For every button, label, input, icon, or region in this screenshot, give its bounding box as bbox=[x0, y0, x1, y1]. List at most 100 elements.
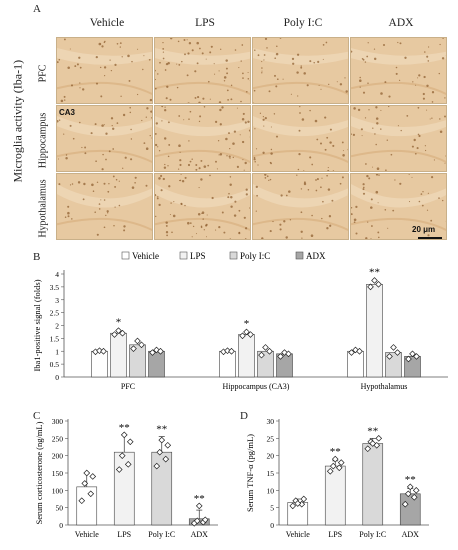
stained-cell bbox=[171, 231, 173, 234]
data-point bbox=[126, 438, 134, 446]
stained-cell bbox=[352, 171, 354, 172]
stained-cell bbox=[421, 204, 424, 207]
stained-cell bbox=[301, 237, 303, 239]
stained-cell bbox=[167, 165, 169, 167]
stained-cell bbox=[321, 217, 323, 220]
stained-cell bbox=[98, 203, 101, 205]
stained-cell bbox=[150, 110, 152, 113]
stained-cell bbox=[355, 232, 358, 235]
data-point bbox=[89, 473, 97, 480]
stained-cell bbox=[411, 176, 413, 178]
stained-cell bbox=[197, 212, 201, 216]
stained-cell bbox=[444, 162, 446, 164]
stained-cell bbox=[408, 174, 410, 175]
stained-cell bbox=[275, 85, 278, 88]
y-tick-label: 2.5 bbox=[50, 309, 60, 318]
stained-cell bbox=[186, 74, 189, 77]
stained-cell bbox=[247, 120, 250, 124]
stained-cell bbox=[341, 176, 344, 179]
stained-cell bbox=[116, 122, 119, 124]
stained-cell bbox=[164, 106, 166, 108]
stained-cell bbox=[397, 125, 399, 127]
stained-cell bbox=[160, 189, 163, 192]
y-tick-label: 15 bbox=[267, 469, 275, 478]
stained-cell bbox=[143, 55, 145, 57]
stained-cell bbox=[344, 77, 346, 79]
stained-cell bbox=[134, 182, 136, 184]
stained-cell bbox=[189, 160, 192, 163]
stained-cell bbox=[247, 71, 249, 74]
stained-cell bbox=[98, 42, 102, 46]
stained-cell bbox=[179, 179, 182, 182]
y-tick-label: 5 bbox=[270, 504, 274, 513]
stained-cell bbox=[170, 38, 173, 40]
tissue-fiber bbox=[155, 149, 250, 164]
stained-cell bbox=[400, 129, 402, 132]
data-point bbox=[300, 495, 308, 503]
bar bbox=[362, 443, 384, 526]
stained-cell bbox=[145, 184, 148, 187]
column-header-vehicle: Vehicle bbox=[89, 17, 125, 29]
stained-cell bbox=[92, 190, 95, 192]
y-tick-label: 100 bbox=[52, 486, 64, 495]
stained-cell bbox=[216, 168, 218, 170]
tissue-fiber bbox=[253, 149, 348, 164]
stained-cell bbox=[152, 175, 153, 177]
stained-cell bbox=[367, 221, 369, 223]
stained-cell bbox=[195, 168, 198, 171]
stained-cell bbox=[366, 55, 369, 58]
stained-cell bbox=[361, 135, 363, 137]
tissue-band bbox=[155, 116, 250, 137]
stained-cell bbox=[388, 106, 390, 108]
stained-cell bbox=[220, 48, 222, 50]
stained-cell bbox=[288, 190, 291, 193]
stained-cell bbox=[347, 148, 348, 151]
stained-cell bbox=[64, 99, 66, 101]
stained-cell bbox=[243, 169, 245, 171]
stained-cell bbox=[119, 46, 121, 48]
stained-cell bbox=[264, 177, 267, 179]
stained-cell bbox=[266, 47, 268, 49]
stained-cell bbox=[236, 107, 238, 109]
stained-cell bbox=[125, 239, 127, 240]
stained-cell bbox=[176, 86, 179, 89]
data-point bbox=[134, 337, 141, 345]
stained-cell bbox=[306, 84, 309, 87]
stained-cell bbox=[263, 59, 265, 61]
stained-cell bbox=[411, 145, 414, 148]
data-point bbox=[156, 448, 164, 456]
stained-cell bbox=[364, 61, 367, 63]
y-tick-label: 30 bbox=[267, 417, 275, 426]
data-point bbox=[115, 327, 122, 334]
stained-cell bbox=[423, 75, 426, 79]
stained-cell bbox=[320, 88, 322, 90]
x-tick-label: LPS bbox=[117, 530, 131, 539]
stained-cell bbox=[413, 138, 416, 142]
data-point bbox=[375, 435, 383, 442]
stained-cell bbox=[367, 82, 369, 84]
stained-cell bbox=[307, 188, 310, 191]
stained-cell bbox=[442, 199, 444, 202]
data-point bbox=[413, 353, 420, 360]
stained-cell bbox=[303, 72, 306, 75]
stained-cell bbox=[238, 67, 240, 69]
stained-cell bbox=[69, 48, 71, 50]
stained-cell bbox=[103, 124, 105, 126]
stained-cell bbox=[91, 183, 94, 187]
data-point bbox=[158, 436, 166, 444]
stained-cell bbox=[285, 194, 288, 197]
stained-cell bbox=[261, 67, 263, 69]
stained-cell bbox=[146, 107, 149, 110]
stained-cell bbox=[433, 159, 435, 161]
stained-cell bbox=[376, 167, 380, 170]
stained-cell bbox=[79, 87, 81, 89]
stained-cell bbox=[206, 214, 208, 216]
stained-cell bbox=[387, 227, 389, 229]
stained-cell bbox=[375, 117, 379, 120]
data-point bbox=[138, 341, 145, 349]
stained-cell bbox=[95, 160, 97, 163]
stained-cell bbox=[105, 132, 108, 135]
stained-cell bbox=[96, 181, 99, 184]
data-point bbox=[120, 431, 128, 439]
stained-cell bbox=[370, 238, 372, 239]
